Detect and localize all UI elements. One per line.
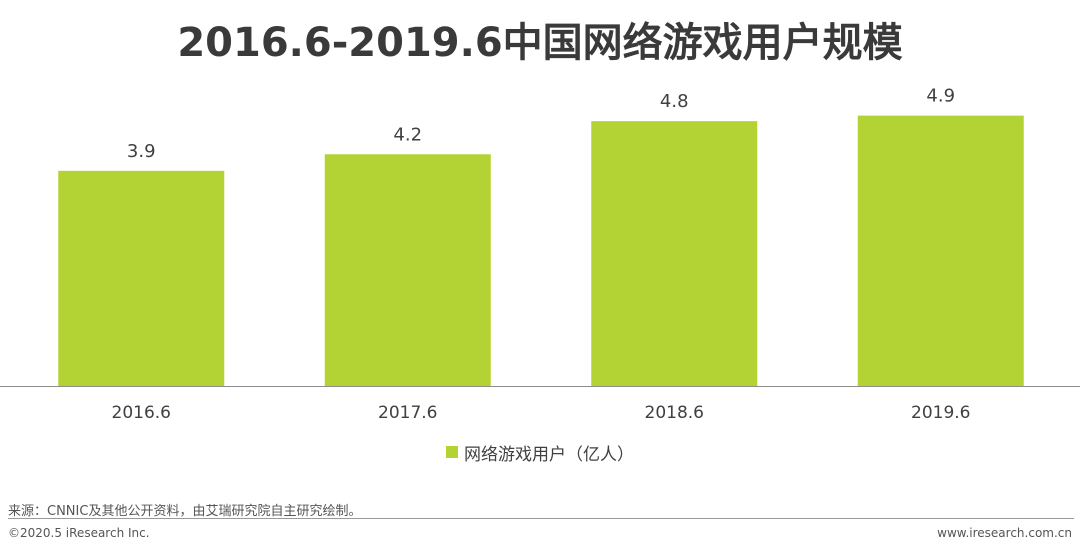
footer-divider	[8, 518, 1074, 519]
source-note: 来源：CNNIC及其他公开资料，由艾瑞研究院自主研究绘制。	[8, 504, 362, 519]
value-label-2016.6: 3.9	[127, 141, 156, 162]
bar-2019.6	[857, 115, 1024, 386]
bar-2018.6	[591, 121, 758, 387]
x-tick-label-2016.6: 2016.6	[112, 403, 171, 423]
value-label-2017.6: 4.2	[393, 124, 422, 145]
x-tick-label-2018.6: 2018.6	[645, 403, 704, 423]
x-tick-label-2019.6: 2019.6	[911, 403, 970, 423]
bars-layer	[58, 115, 1024, 387]
website-text: www.iresearch.com.cn	[937, 526, 1072, 540]
x-tick-label-2017.6: 2017.6	[378, 403, 437, 423]
legend-swatch	[446, 445, 458, 458]
chart-title: 2016.6-2019.6中国网络游戏用户规模	[177, 20, 903, 66]
value-labels-layer: 3.9 4.2 4.8 4.9	[127, 86, 955, 162]
bar-chart: 3.9 4.2 4.8 4.9 2016.6 2017.6 2018.6 2019.6	[0, 86, 1080, 423]
x-tick-labels-layer: 2016.6 2017.6 2018.6 2019.6	[112, 403, 971, 423]
legend: 网络游戏用户（亿人）	[0, 440, 1080, 465]
value-label-2018.6: 4.8	[660, 91, 689, 112]
bar-2016.6	[58, 170, 225, 386]
copyright-text: ©2020.5 iResearch Inc.	[8, 526, 150, 540]
value-label-2019.6: 4.9	[926, 86, 955, 107]
bar-2017.6	[324, 154, 491, 386]
legend-label: 网络游戏用户（亿人）	[464, 445, 634, 465]
